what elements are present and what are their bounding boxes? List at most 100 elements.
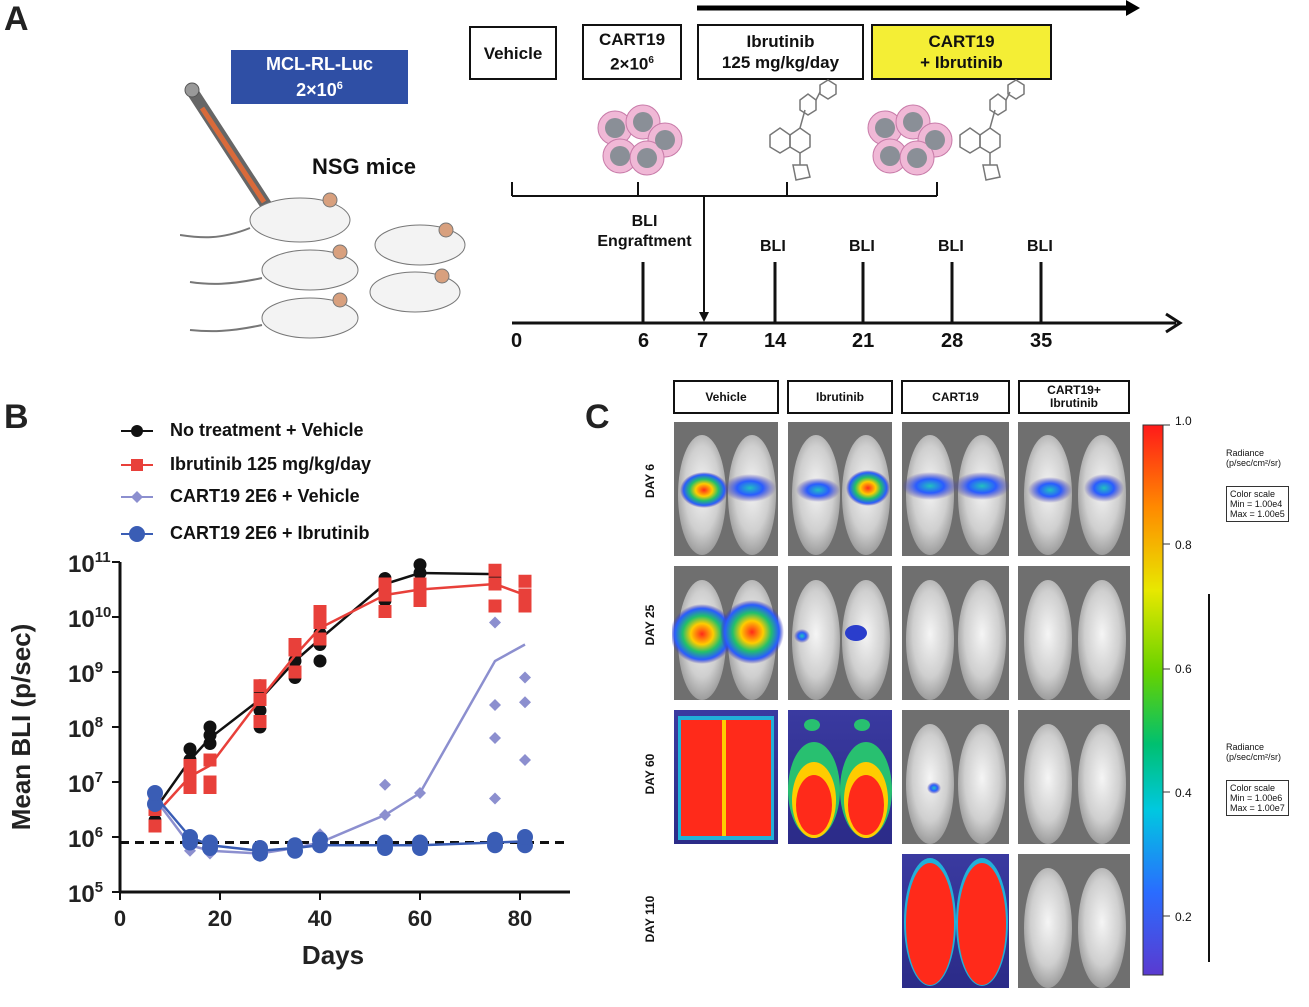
mice-illustration (180, 82, 466, 339)
legend-marker-combination (129, 526, 145, 542)
y-axis-label: Mean BLI (p/sec) (6, 624, 36, 831)
data-point (413, 594, 427, 607)
image-ibrutinib-day25 (788, 566, 892, 700)
mouse-icon (374, 222, 466, 266)
data-point (488, 599, 502, 613)
colorbar-tick: 0.8 (1175, 538, 1192, 552)
data-point (202, 834, 218, 851)
legend-label: Ibrutinib 125 mg/kg/day (170, 454, 372, 474)
group-vehicle: Vehicle (469, 26, 557, 80)
image-cart19-day60 (902, 710, 1009, 844)
y-tick-label: 1011 (68, 549, 111, 578)
legend-marker-cart19 (131, 491, 143, 503)
timeline-tick-label: 6 (638, 330, 650, 352)
image-combination-day110 (1018, 854, 1130, 988)
image-ibrutinib-day6 (788, 422, 892, 556)
color-scale-box-1: Color scale Min = 1.00e4 Max = 1.00e5 (1226, 486, 1289, 522)
data-point (288, 665, 302, 679)
group-ibrutinib-label: Ibrutinib (746, 32, 815, 51)
mouse-icon (369, 268, 461, 313)
data-point (414, 787, 426, 799)
data-point (253, 679, 267, 693)
colorbar-tick: 0.6 (1175, 662, 1192, 676)
legend-label: CART19 2E6 + Ibrutinib (170, 523, 370, 543)
data-point (413, 558, 427, 572)
series-line-ibrutinib-125-mg-kg-day (154, 582, 526, 816)
bli-label: BLI (760, 238, 786, 255)
radiance-title-2: Radiance (p/sec/cm²/sr) (1226, 742, 1281, 762)
image-vehicle-day60 (674, 710, 778, 844)
colorbar-tick: 0.2 (1175, 910, 1192, 924)
image-cart19-day6 (902, 422, 1010, 556)
series-line-cart19-2e6-vehicle (153, 643, 526, 855)
image-vehicle-day25 (672, 566, 784, 700)
data-point (253, 715, 267, 728)
column-header-cart19: CART19 (901, 380, 1010, 414)
legend-markers (121, 425, 153, 542)
data-point (377, 834, 393, 851)
data-point (147, 785, 163, 801)
data-point (183, 742, 197, 756)
cart-cells-icon (867, 104, 953, 176)
timeline-tick-label: 35 (1030, 330, 1053, 352)
colorbar-tick: 0.4 (1175, 786, 1192, 800)
panel-a-letter: A (4, 0, 29, 38)
data-point (378, 588, 392, 602)
data-point (313, 616, 327, 629)
cart-cells-icon (597, 104, 683, 176)
timeline-axis-head (1165, 312, 1183, 334)
injection-arrow-head (699, 312, 709, 322)
x-tick-label: 20 (208, 906, 232, 931)
scale-divider (1208, 594, 1210, 962)
data-point (519, 671, 531, 684)
row-label-day6: DAY 6 (643, 463, 657, 499)
column-header-combination: CART19+ Ibrutinib (1018, 380, 1130, 414)
y-tick-label: 1010 (68, 604, 111, 633)
data-point (378, 577, 392, 591)
bli-chart: 105 106 107 108 109 1010 1011 0 20 40 60 80 Days Mean… (6, 549, 570, 970)
image-combination-day25 (1018, 566, 1130, 700)
color-scale-box-2: Color scale Min = 1.00e6 Max = 1.00e7 (1226, 780, 1289, 816)
data-point (183, 781, 197, 794)
syringe-icon (184, 82, 281, 227)
data-point (518, 574, 532, 588)
data-point (519, 696, 531, 709)
data-point (182, 829, 198, 845)
x-tick-label: 80 (508, 906, 532, 931)
image-cart19-day110 (902, 854, 1009, 988)
color-scale-title: Color scale (1230, 489, 1276, 499)
bli-engraftment-line2: Engraftment (597, 233, 692, 250)
data-point (412, 834, 428, 851)
image-vehicle-day6 (674, 422, 778, 556)
group-bracket (511, 182, 938, 197)
timeline-tick-label: 21 (852, 330, 875, 352)
radiance-title-1: Radiance (p/sec/cm²/sr) (1226, 448, 1281, 468)
row-label-day110: DAY 110 (643, 895, 657, 943)
mouse-icon (189, 244, 359, 291)
image-combination-day6 (1018, 422, 1130, 556)
legend-label: No treatment + Vehicle (170, 420, 364, 440)
data-point (519, 754, 531, 766)
series-line-cart19-2e6-ibrutinib (154, 794, 526, 853)
group-cart19-dose: 2×106 (610, 54, 654, 74)
image-combination-day60 (1018, 710, 1130, 844)
data-point (518, 599, 532, 613)
color-scale-max: Max = 1.00e5 (1230, 509, 1285, 519)
series-no-treatment-vehicle (148, 558, 502, 827)
legend-marker-no-treatment (131, 425, 143, 437)
injection-line2: 2×106 (296, 80, 343, 100)
bli-label: BLI (1027, 238, 1053, 255)
x-axis-label: Days (302, 940, 364, 970)
colorbar-tick: 1.0 (1175, 414, 1192, 428)
data-point (379, 809, 391, 821)
data-point (489, 699, 501, 711)
data-point (287, 837, 303, 854)
image-ibrutinib-day60 (788, 710, 892, 844)
column-header-ibrutinib: Ibrutinib (787, 380, 893, 414)
data-point (413, 577, 427, 591)
group-ibrutinib: Ibrutinib 125 mg/kg/day (697, 24, 864, 80)
ibrutinib-molecule-icon (959, 79, 1025, 181)
mice-label: NSG mice (312, 154, 416, 179)
legend-label: CART19 2E6 + Vehicle (170, 486, 360, 506)
y-tick-label: 106 (68, 824, 103, 853)
